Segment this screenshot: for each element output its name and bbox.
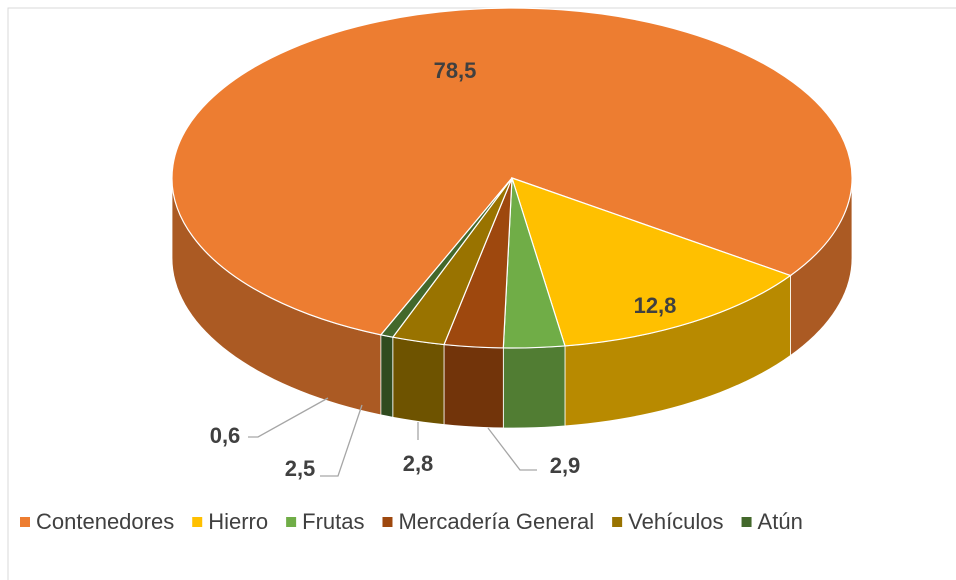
slice-side (443, 344, 504, 429)
slice-side (392, 336, 445, 426)
legend-swatch (286, 517, 297, 527)
slice-side (380, 334, 394, 418)
data-label: 2,8 (403, 451, 434, 476)
data-label: 2,9 (550, 453, 581, 478)
legend-label: Atún (758, 509, 803, 534)
legend-swatch (382, 517, 393, 527)
data-label: 78,5 (434, 58, 477, 83)
slice (379, 177, 513, 338)
legend-swatch (612, 517, 623, 527)
legend-label: Hierro (208, 509, 268, 534)
slice (511, 177, 792, 347)
legend-label: Contenedores (36, 509, 174, 534)
slice-side (502, 345, 566, 429)
data-label: 0,6 (210, 423, 241, 448)
legend-label: Vehículos (628, 509, 723, 534)
data-label: 2,5 (285, 456, 316, 481)
legend-swatch (741, 517, 752, 527)
legend-label: Frutas (302, 509, 364, 534)
data-label: 12,8 (634, 293, 677, 318)
legend-swatch (20, 517, 30, 527)
leader-line (248, 397, 329, 438)
leader-line (320, 404, 363, 477)
leader-line (487, 427, 537, 471)
legend-swatch (192, 517, 203, 527)
slice (171, 7, 853, 336)
legend-label: Mercadería General (398, 509, 594, 534)
